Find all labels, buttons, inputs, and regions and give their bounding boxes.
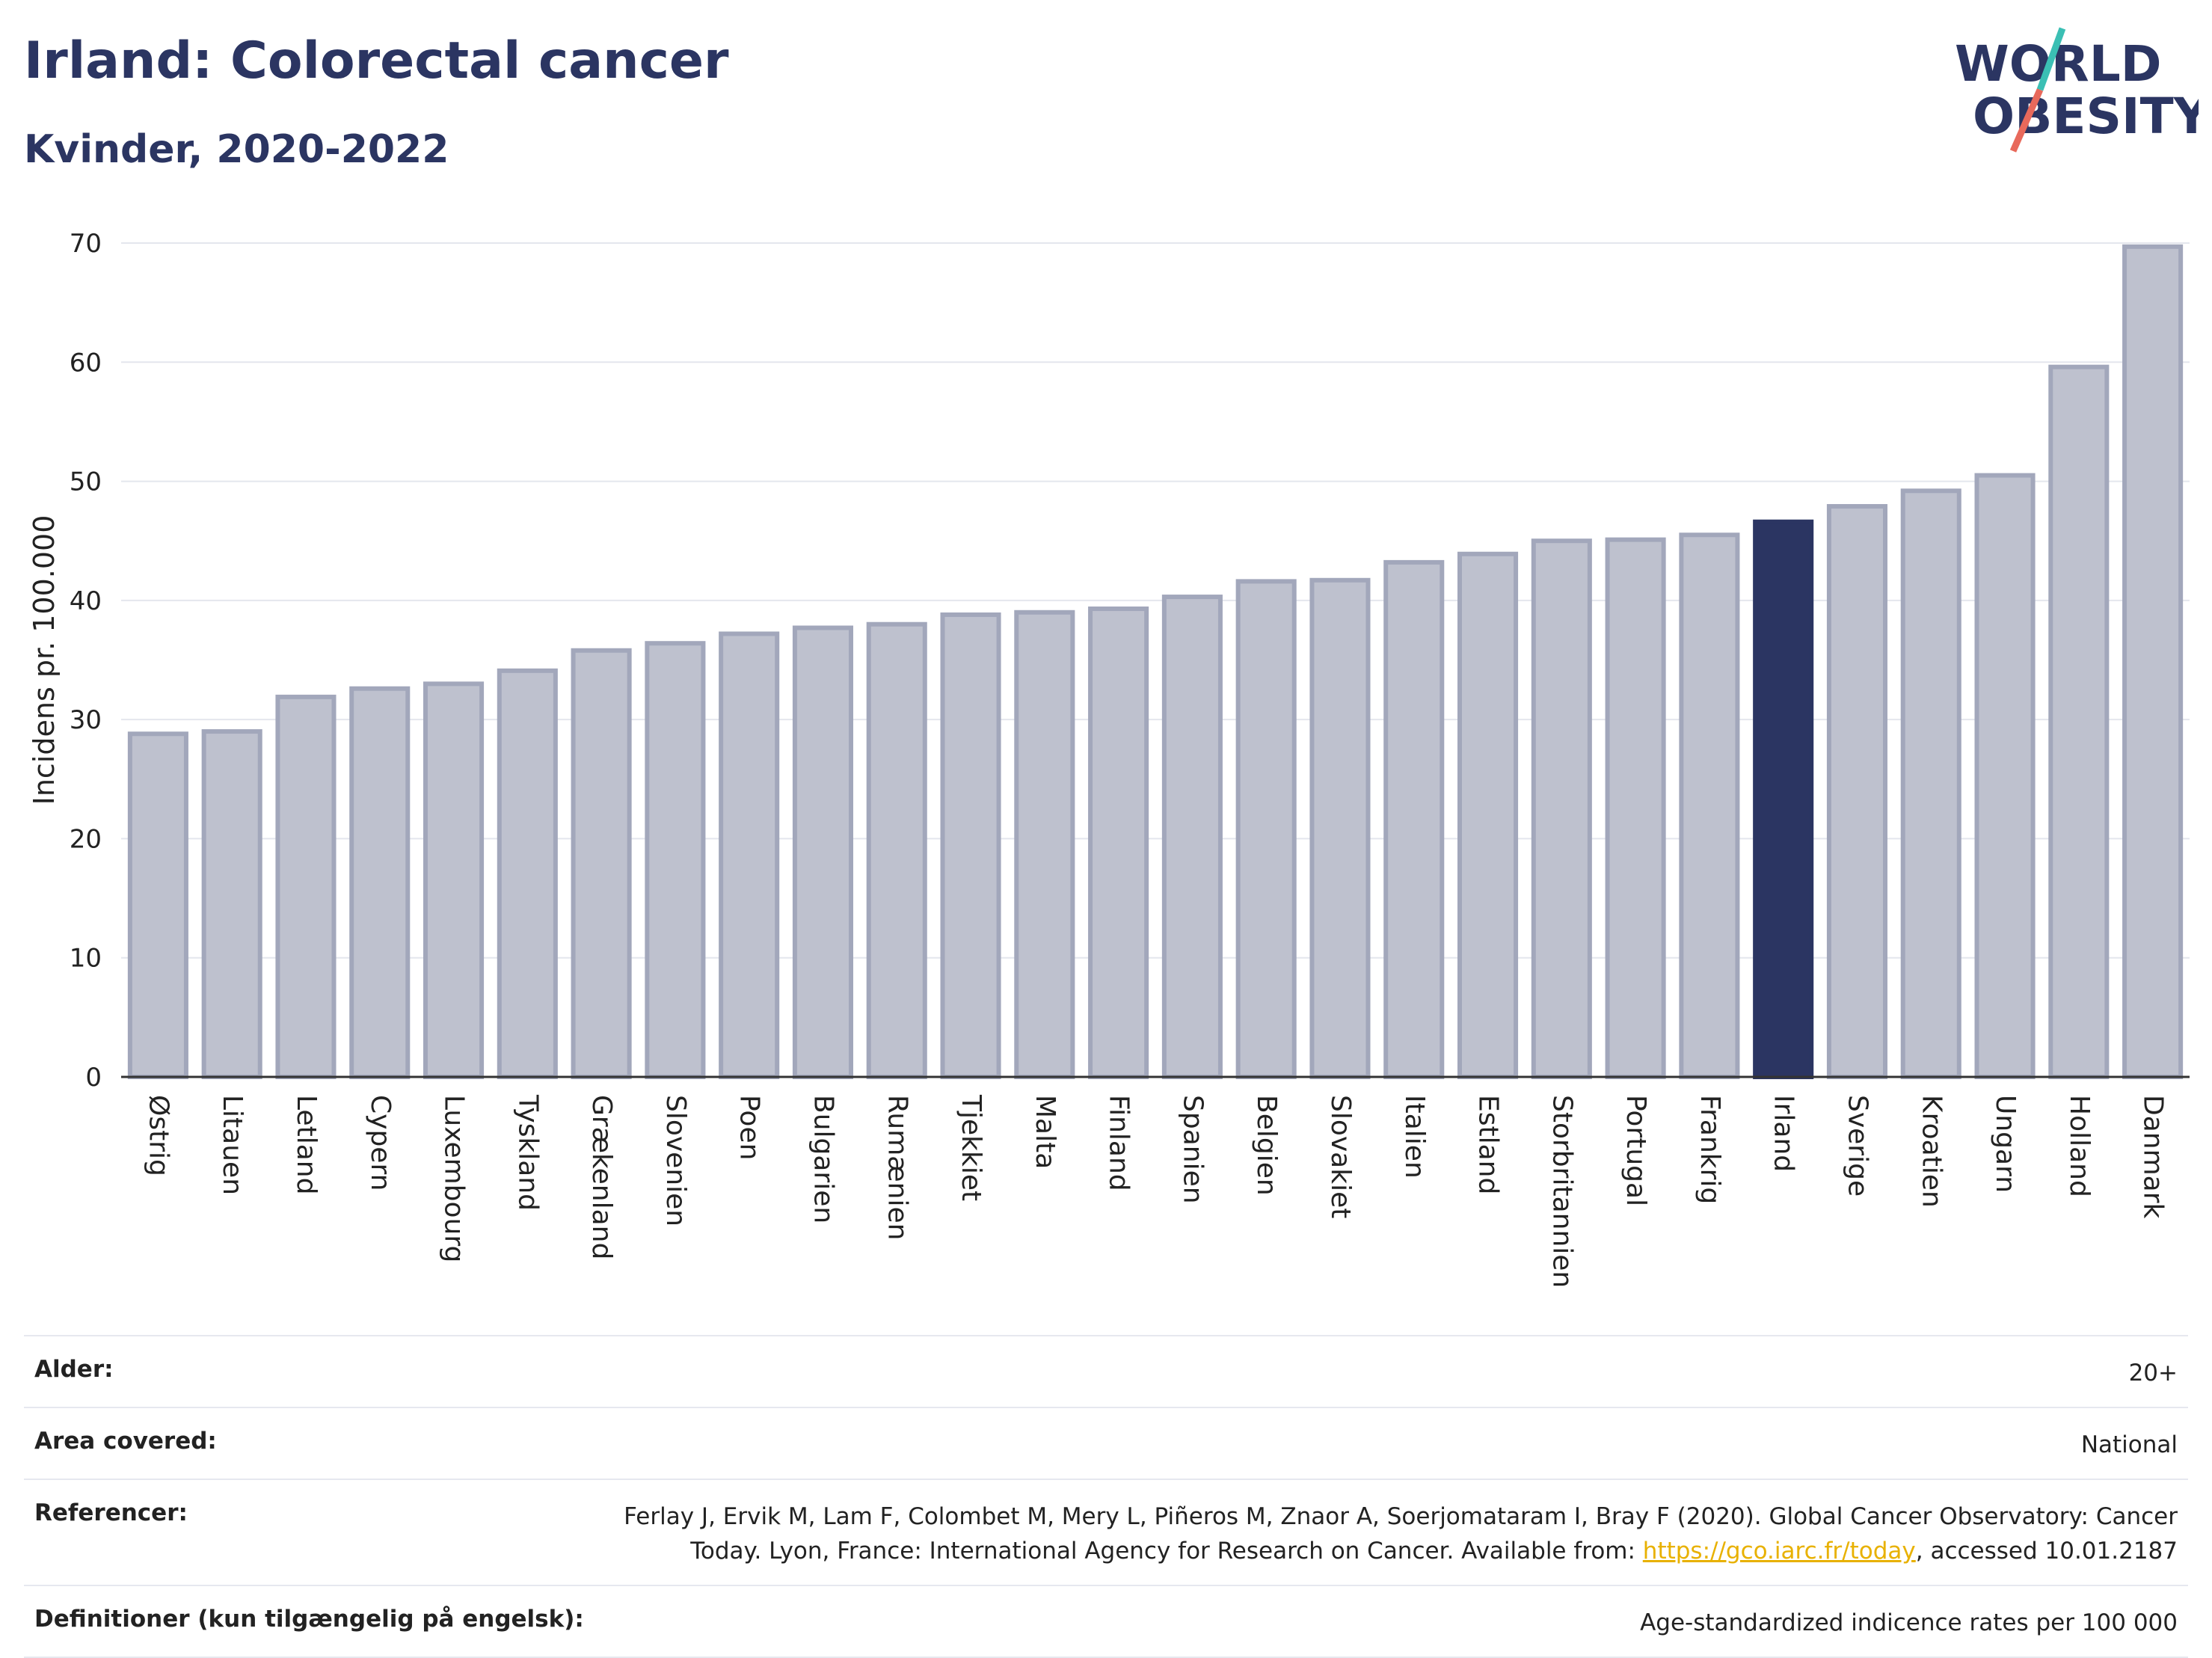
bar — [275, 694, 337, 1080]
x-tick-label: Bulgarien — [808, 1095, 838, 1223]
bar — [1014, 610, 1075, 1079]
bar — [2122, 244, 2184, 1080]
x-tick-label: Irland — [1769, 1095, 1799, 1172]
x-tick-label: Tyskland — [512, 1094, 543, 1211]
bar — [1309, 577, 1371, 1079]
x-tick-label: Rumænien — [882, 1095, 912, 1240]
y-tick-label: 70 — [70, 229, 102, 259]
x-tick-label: Ungarn — [1990, 1095, 2021, 1193]
y-tick-label: 20 — [70, 824, 102, 854]
age-label: Alder: — [34, 1356, 114, 1383]
bar — [1531, 538, 1592, 1079]
x-tick-label: Litauen — [217, 1095, 248, 1195]
age-row: Alder: 20+ — [24, 1335, 2188, 1407]
definition-row: Definitioner (kun tilgængelig på engelsk… — [24, 1585, 2188, 1658]
bar — [1235, 579, 1297, 1079]
bar — [1457, 551, 1519, 1079]
logo-slash-top — [2036, 27, 2066, 91]
y-tick-label: 10 — [70, 944, 102, 974]
reference-line1: Ferlay J, Ervik M, Lam F, Colombet M, Me… — [624, 1503, 2178, 1530]
x-tick-label: Grækenland — [586, 1095, 617, 1259]
bar — [1900, 488, 1961, 1080]
y-tick-label: 30 — [70, 705, 102, 735]
age-value: 20+ — [2128, 1360, 2178, 1387]
y-axis-title: Incidens pr. 100.000 — [28, 515, 61, 805]
x-tick-label: Holland — [2064, 1095, 2095, 1197]
bar — [940, 612, 1001, 1079]
x-tick-label: Poen — [734, 1095, 765, 1160]
x-tick-label: Sverige — [1842, 1095, 1872, 1197]
bar — [423, 681, 485, 1079]
x-tick-label: Tjekkiet — [956, 1094, 986, 1201]
x-tick-label: Spanien — [1177, 1095, 1208, 1204]
bar — [2048, 364, 2110, 1079]
area-row: Area covered: National — [24, 1407, 2188, 1479]
reference-text: Ferlay J, Ervik M, Lam F, Colombet M, Me… — [624, 1499, 2178, 1568]
reference-accessed: , accessed 10.01.2187 — [1915, 1538, 2178, 1565]
y-tick-label: 40 — [70, 586, 102, 616]
bar — [571, 648, 632, 1079]
bar — [127, 731, 188, 1079]
x-tick-label: Cypern — [365, 1095, 396, 1191]
x-tick-label: Østrig — [143, 1095, 173, 1176]
bar — [349, 686, 411, 1079]
x-tick-label: Danmark — [2138, 1095, 2169, 1219]
bar — [719, 631, 780, 1079]
x-tick-label: Storbritannien — [1546, 1095, 1577, 1288]
bar — [792, 625, 854, 1079]
reference-label: Referencer: — [34, 1499, 188, 1526]
chart-subtitle: Kvinder, 2020-2022 — [24, 127, 449, 172]
bar — [1383, 559, 1445, 1079]
bar — [645, 641, 706, 1079]
x-tick-label: Letland — [291, 1095, 322, 1194]
x-tick-label: Luxembourg — [439, 1095, 470, 1262]
y-tick-label: 60 — [70, 348, 102, 378]
y-tick-label: 0 — [85, 1063, 102, 1093]
x-tick-label: Estland — [1473, 1095, 1504, 1194]
x-tick-label: Slovakiet — [1325, 1095, 1356, 1218]
info-table: Alder: 20+ Area covered: National Refere… — [24, 1335, 2188, 1658]
y-tick-label: 50 — [70, 467, 102, 497]
bar — [1161, 595, 1223, 1079]
bar — [1974, 473, 2036, 1080]
logo-text-obesity: OBESITY — [1973, 87, 2199, 145]
x-tick-label: Malta — [1030, 1095, 1060, 1169]
reference-link[interactable]: https://gco.iarc.fr/today — [1642, 1538, 1916, 1565]
definition-label: Definitioner (kun tilgængelig på engelsk… — [34, 1606, 584, 1633]
x-tick-label: Finland — [1104, 1095, 1134, 1191]
x-tick-label: Belgien — [1251, 1095, 1282, 1196]
x-tick-label: Frankrig — [1695, 1095, 1725, 1204]
x-tick-label: Kroatien — [1916, 1095, 1947, 1208]
bar — [201, 729, 262, 1079]
bar — [866, 621, 927, 1079]
logo-slash-bottom — [2009, 88, 2044, 153]
area-label: Area covered: — [34, 1428, 217, 1455]
world-obesity-logo: WORLD OBESITY — [1955, 27, 2199, 153]
reference-row: Referencer: Ferlay J, Ervik M, Lam F, Co… — [24, 1479, 2188, 1585]
bar — [1679, 532, 1740, 1079]
bar — [1605, 537, 1666, 1080]
x-tick-label: Portugal — [1620, 1095, 1651, 1206]
reference-line2: Today. Lyon, France: International Agenc… — [690, 1538, 1643, 1565]
bar-chart: 0 10 20 30 40 50 60 70 Incidens pr. 100.000 Østri… — [28, 229, 2190, 1288]
bar — [1753, 519, 1814, 1079]
bar — [497, 668, 558, 1079]
chart-title: Irland: Colorectal cancer — [24, 31, 729, 90]
x-tick-label: Slovenien — [660, 1095, 691, 1226]
definition-value: Age-standardized indicence rates per 100… — [1640, 1609, 2178, 1636]
area-value: National — [2080, 1431, 2178, 1458]
bar — [1826, 504, 1888, 1079]
bar — [1088, 607, 1149, 1079]
x-tick-label: Italien — [1399, 1095, 1430, 1179]
